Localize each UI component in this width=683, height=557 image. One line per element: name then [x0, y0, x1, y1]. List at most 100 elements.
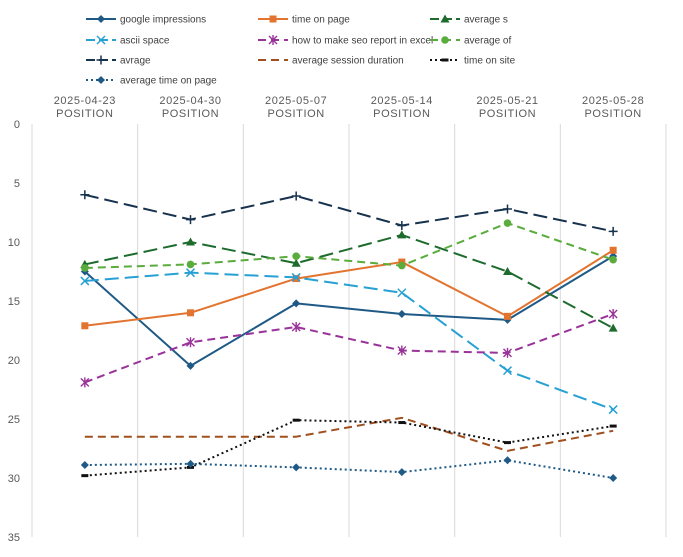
data-point: [502, 366, 513, 376]
data-point: [186, 459, 195, 468]
series-line-average-session-duration: [84, 416, 614, 452]
data-point: [291, 321, 301, 332]
series-line-avrage: [84, 193, 614, 233]
legend-marker: [441, 36, 449, 44]
legend-label: avrage: [120, 56, 151, 67]
data-point: [185, 268, 196, 278]
y-axis: 0 5 10 15 20 25 30 35: [8, 119, 20, 544]
legend-item: average session duration: [258, 56, 404, 67]
x-tick-label: POSITION: [479, 108, 536, 120]
legend-label: average session duration: [292, 56, 404, 67]
data-point: [292, 252, 300, 260]
data-point: [608, 308, 618, 319]
data-point: [609, 474, 618, 482]
data-point: [80, 276, 90, 286]
legend-marker: [268, 35, 278, 45]
data-point: [186, 237, 195, 246]
data-point: [503, 456, 512, 465]
data-point: [186, 361, 195, 370]
y-tick-label: 30: [8, 473, 20, 485]
y-tick-label: 5: [14, 178, 20, 190]
data-point: [608, 323, 618, 332]
data-point: [81, 322, 89, 330]
legend-marker: [96, 35, 106, 45]
data-point: [397, 309, 406, 318]
x-tick-date: 2025-05-14: [371, 95, 433, 107]
x-tick-date: 2025-04-23: [54, 95, 116, 107]
legend-label: google impressions: [120, 15, 206, 26]
y-tick-label: 20: [8, 355, 20, 367]
data-point: [80, 377, 90, 388]
data-point: [503, 219, 512, 227]
legend-item: avrage: [86, 55, 151, 67]
series-group: [80, 190, 618, 482]
data-point: [292, 299, 301, 308]
x-tick-date: 2025-05-21: [476, 95, 538, 107]
legend-label: ascii space: [120, 36, 170, 47]
data-point: [397, 288, 407, 298]
x-tick-label: POSITION: [267, 108, 324, 120]
legend-marker: [269, 15, 277, 23]
data-point: [397, 468, 406, 477]
series-line-time-on-page: [84, 249, 614, 327]
y-tick-label: 35: [8, 532, 20, 544]
x-tick-label: POSITION: [584, 108, 641, 120]
legend-item: google impressions: [86, 15, 206, 26]
data-point: [81, 264, 89, 272]
y-tick-label: 10: [8, 237, 20, 249]
data-point: [608, 405, 618, 415]
data-point: [397, 230, 407, 239]
data-point: [187, 309, 194, 317]
series-how-to-make-seo-report-in-excel: [80, 308, 618, 388]
data-point: [80, 461, 89, 470]
data-point: [608, 226, 618, 236]
series-average-of: [81, 219, 617, 272]
series-line-average-s: [84, 233, 614, 330]
legend-label: time on page: [292, 15, 350, 26]
legend-item: average of: [430, 36, 511, 47]
x-axis: 2025-04-23POSITION2025-04-30POSITION2025…: [54, 95, 644, 120]
data-point: [292, 275, 300, 283]
y-tick-label: 25: [8, 414, 20, 426]
x-tick-label: POSITION: [373, 108, 430, 120]
legend-label: how to make seo report in excel: [292, 36, 433, 47]
data-point: [292, 418, 300, 422]
series-avrage: [80, 190, 618, 236]
data-point: [291, 272, 301, 282]
legend: google impressions time on page average s a…: [86, 14, 516, 87]
data-point: [609, 255, 617, 264]
data-point: [504, 441, 511, 445]
legend-label: average time on page: [120, 76, 217, 87]
data-point: [609, 424, 617, 428]
series-line-average-of: [84, 222, 614, 269]
y-tick-label: 15: [8, 296, 20, 308]
legend-label: average s: [464, 15, 508, 26]
series-line-ascii-space: [84, 271, 614, 411]
data-point: [398, 421, 406, 425]
legend-marker: [97, 76, 105, 84]
data-point: [186, 337, 195, 348]
x-tick-date: 2025-05-07: [265, 95, 327, 107]
x-tick-label: POSITION: [56, 108, 113, 120]
data-point: [503, 267, 512, 275]
legend-item: how to make seo report in excel: [258, 35, 433, 47]
data-point: [397, 345, 407, 356]
legend-item: time on page: [258, 15, 350, 26]
x-tick-label: POSITION: [162, 108, 219, 120]
data-point: [292, 463, 301, 472]
data-point: [397, 220, 407, 230]
data-point: [503, 347, 512, 358]
legend-marker: [96, 55, 106, 65]
series-average-session-duration: [84, 416, 614, 452]
series-ascii-space: [80, 268, 618, 415]
data-point: [398, 261, 406, 270]
data-point: [186, 215, 195, 225]
legend-item: ascii space: [86, 35, 170, 47]
series-line-average-time-on-page: [84, 459, 614, 479]
legend-label: time on site: [464, 56, 516, 67]
series-average-time-on-page: [80, 456, 618, 482]
data-point: [291, 191, 301, 201]
series-average-s: [80, 230, 618, 332]
legend-marker: [97, 15, 105, 23]
data-point: [186, 260, 195, 269]
